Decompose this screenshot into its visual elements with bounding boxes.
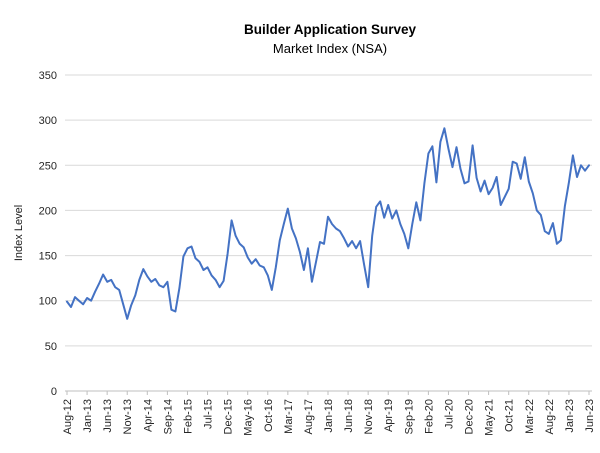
x-tick-label: Apr-19 (383, 399, 395, 432)
x-tick-label: May-21 (484, 399, 496, 436)
x-tick-label: Jun-13 (102, 399, 114, 433)
x-tick-label: Aug-22 (544, 399, 556, 434)
y-tick-label: 0 (51, 386, 57, 398)
x-tick-label: Jul-15 (203, 399, 215, 429)
y-tick-label: 150 (39, 251, 57, 263)
y-tick-label: 300 (39, 115, 57, 127)
y-tick-label: 200 (39, 205, 57, 217)
y-tick-label: 350 (39, 70, 57, 82)
x-tick-label: Jun-18 (343, 399, 355, 433)
x-tick-label: Jan-13 (82, 399, 94, 433)
x-tick-label: Jul-20 (443, 399, 455, 429)
x-tick-label: Oct-21 (504, 399, 516, 432)
x-tick-label: Jun-23 (584, 399, 596, 433)
x-tick-label: Mar-17 (283, 399, 295, 434)
x-tick-label: Sep-19 (403, 399, 415, 434)
chart-subtitle: Market Index (NSA) (273, 41, 387, 56)
y-tick-label: 250 (39, 160, 57, 172)
index-level-series-line (66, 127, 590, 320)
x-tick-label: Jan-18 (323, 399, 335, 433)
x-tick-label: Dec-20 (464, 399, 476, 434)
x-tick-label: Jan-23 (564, 399, 576, 433)
x-tick-label: Oct-16 (263, 399, 275, 432)
x-tick-label: Nov-18 (363, 399, 375, 434)
x-tick-label: Aug-17 (303, 399, 315, 434)
x-tick-label: Feb-15 (182, 399, 194, 434)
x-tick-label: May-16 (243, 399, 255, 436)
y-axis-title: Index Level (13, 205, 25, 261)
chart-plot-area: 0 50 100 150 200 250 300 350 Aug-12 Jan-13 Jun-13 N… (39, 70, 596, 436)
x-tick-label: Apr-14 (142, 399, 154, 432)
chart-title: Builder Application Survey (244, 22, 417, 37)
x-tick-label: Dec-15 (223, 399, 235, 434)
y-tick-label: 50 (45, 341, 57, 353)
x-tick-label: Feb-20 (423, 399, 435, 434)
x-tick-label: Sep-14 (162, 399, 174, 434)
y-tick-label: 100 (39, 296, 57, 308)
x-tick-label: Nov-13 (122, 399, 134, 434)
x-tick-label: Mar-22 (524, 399, 536, 434)
x-tick-label: Aug-12 (62, 399, 74, 434)
